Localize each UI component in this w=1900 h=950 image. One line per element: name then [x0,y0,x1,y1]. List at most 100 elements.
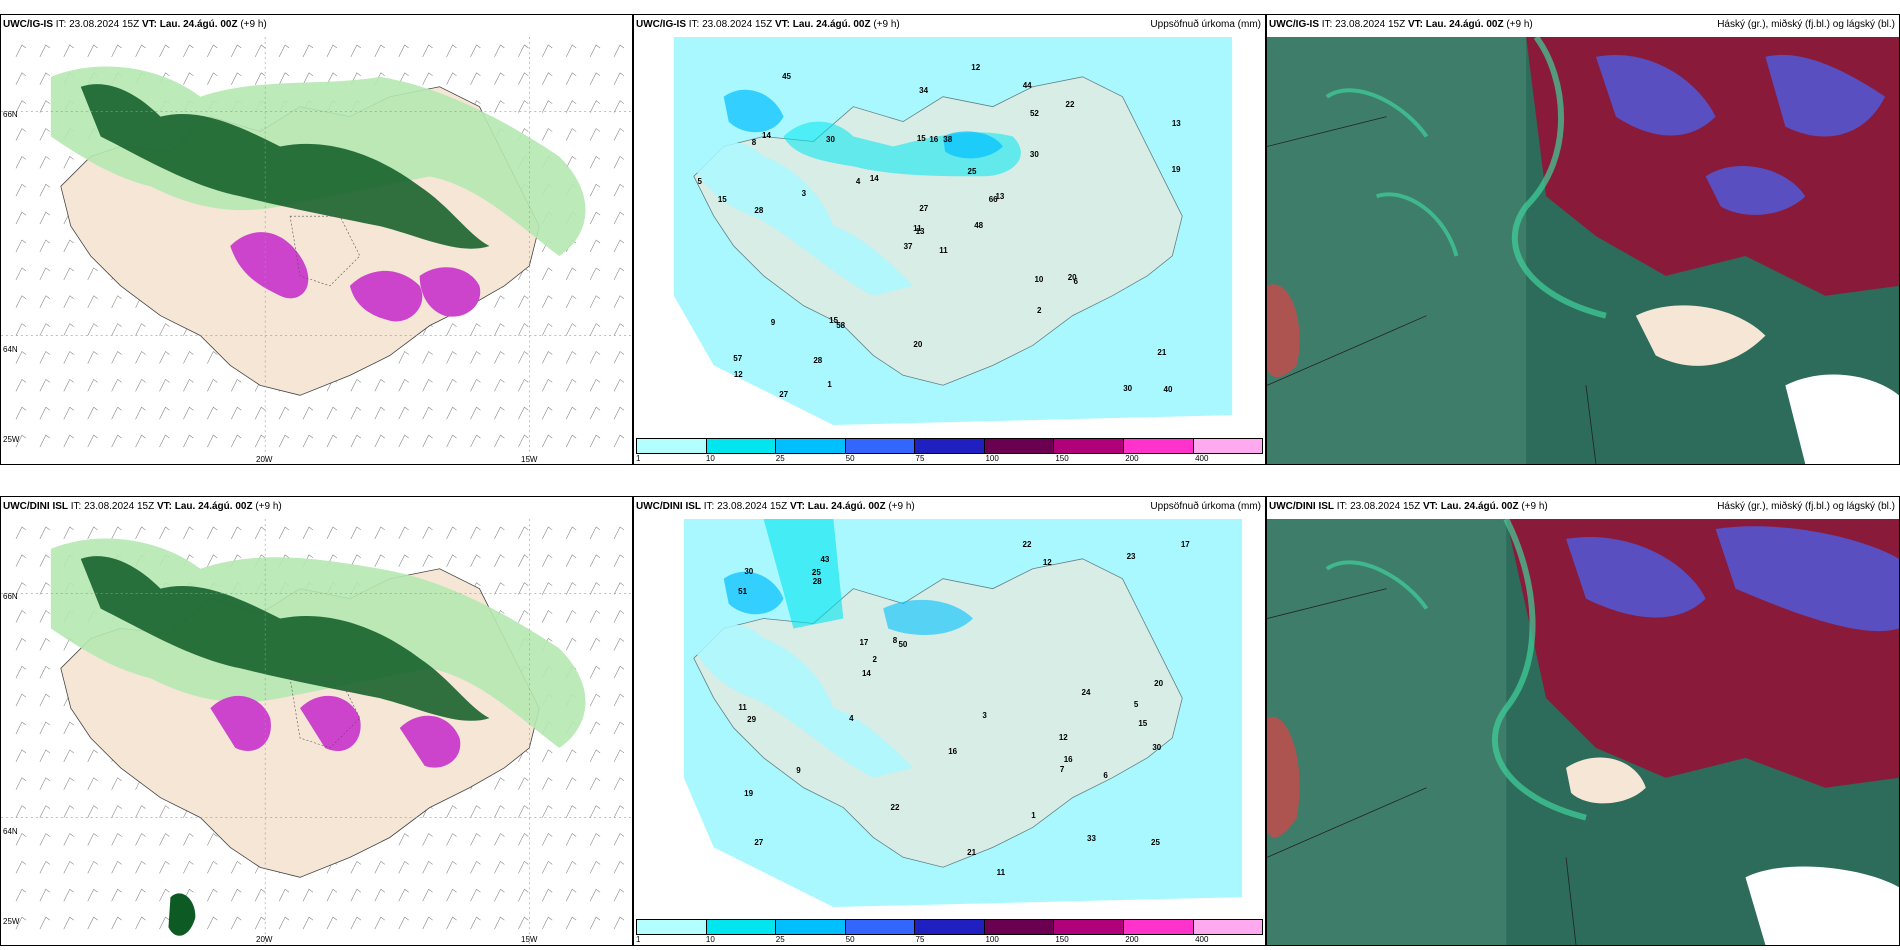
wind-barb [398,44,409,58]
wind-barb [15,351,27,364]
wind-barb [542,72,553,85]
precip-value-label: 25 [967,167,977,177]
wind-barb [565,805,577,818]
legend-swatch [845,439,916,453]
wind-barb [422,72,433,85]
wind-barb [15,582,27,595]
wind-barb [135,860,146,874]
wind-barb [374,378,385,392]
precip-value-label: 30 [744,567,754,577]
wind-barb [494,434,505,448]
wind-barb [565,554,577,567]
wind-barb [39,693,51,707]
legend-swatch [1193,920,1263,934]
wind-barb [135,44,146,58]
precip-value-label: 28 [812,577,822,587]
legend-swatch [706,439,777,453]
wind-barb [565,267,577,280]
wind-barb [422,888,433,902]
wind-barb [542,554,553,567]
wind-barb [39,888,51,902]
wind-barb [207,434,218,448]
wind-barb [518,610,529,623]
legend-swatch [1123,439,1194,453]
wind-barb [87,805,98,818]
wind-barb [470,805,481,818]
wind-barb [446,554,457,567]
precip-value-label: 3 [801,188,807,198]
wind-barb [518,916,529,930]
wind-barb [350,44,362,58]
wind-barb [542,582,553,595]
wind-barb [87,916,98,930]
wind-barb [15,239,27,253]
wind-barb [422,434,433,448]
wind-barb [15,554,27,567]
precip-value-label: 28 [813,355,823,365]
wind-barb [87,777,98,790]
panel-title: UWC/DINI ISL IT: 23.08.2024 15Z VT: Lau.… [1269,501,1548,512]
legend-swatch [706,920,777,934]
wind-barb [111,805,122,818]
wind-barb [207,860,218,874]
wind-barb [589,693,601,707]
wind-barb [613,777,625,790]
wind-barb [565,610,577,623]
wind-barb [422,406,433,420]
wind-barb [542,323,553,336]
wind-barb [159,526,170,540]
wind-barb [87,295,98,308]
wind-barb [518,378,529,392]
wind-barb [422,554,433,567]
wind-barb [39,610,51,623]
wind-barb [183,434,194,448]
wind-barb [518,860,529,874]
wind-barb [613,295,625,308]
legend-swatch [915,439,985,453]
precip-legend: 1 10 25 50 75 100 150 200 400 [634,436,1265,464]
wind-barb [494,351,505,364]
precip-value-label: 11 [939,245,948,255]
wind-barb [111,777,122,790]
wind-barb [446,72,457,85]
wind-barb [135,323,146,336]
wind-barb [589,44,601,58]
wind-barb [111,295,122,308]
wind-barb [350,888,362,902]
wind-barb [589,554,601,567]
wind-barb [613,100,625,113]
wind-barb [87,888,98,902]
wind-barb [254,72,266,85]
wind-barb [15,860,27,874]
legend-swatch [637,439,707,453]
wind-barb [518,582,529,595]
legend-swatch [776,439,846,453]
wind-barb [494,44,505,58]
wind-barb [470,833,481,846]
precip-value-label: 52 [1029,108,1039,118]
wind-barb [565,100,577,113]
wind-barb [63,378,74,392]
precip-value-label: 15 [717,195,727,205]
wind-barb [183,406,194,420]
precip-value-label: 6 [1073,276,1078,286]
panel-title: UWC/IG-IS IT: 23.08.2024 15Z VT: Lau. 24… [1269,19,1533,30]
wind-barb [231,434,242,448]
wind-barb [542,434,553,448]
wind-barb [613,916,625,930]
wind-barb [589,721,601,735]
wind-barb [207,72,218,85]
legend-tick-label: 10 [705,935,715,944]
wind-barb [39,351,51,364]
precip-value-label: 27 [919,204,929,214]
wind-barb [87,267,98,280]
wind-barb [374,916,385,930]
wind-barb [39,582,51,595]
wind-barb [135,916,146,930]
wind-barb [542,610,553,623]
lon-label: 20W [256,935,273,944]
wind-barb [326,434,338,448]
wind-barb [63,833,74,846]
legend-tick-label: 25 [775,454,785,463]
precip-value-label: 48 [974,220,984,230]
